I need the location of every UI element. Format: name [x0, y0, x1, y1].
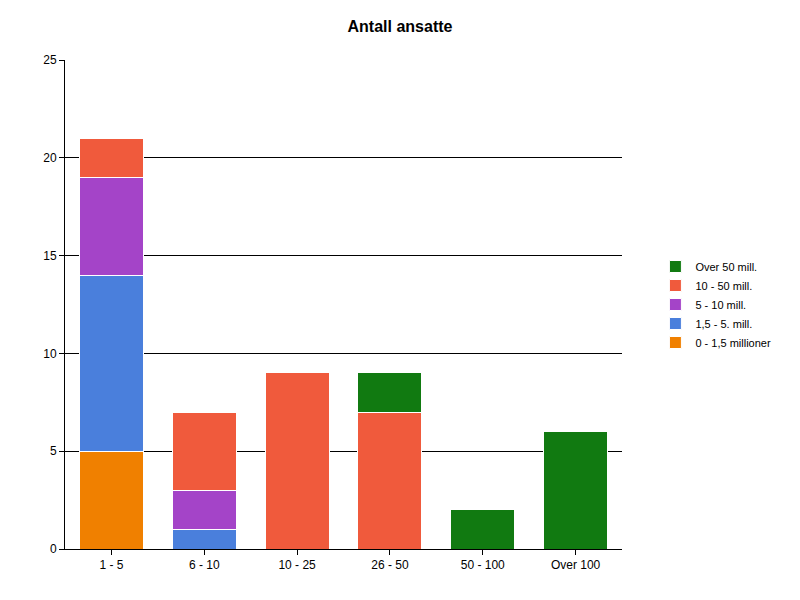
svg-text:6 - 10: 6 - 10 [189, 558, 220, 572]
svg-text:Antall ansatte: Antall ansatte [348, 18, 453, 35]
svg-text:1,5 - 5. mill.: 1,5 - 5. mill. [695, 318, 752, 330]
svg-text:0 - 1,5 millioner: 0 - 1,5 millioner [695, 337, 771, 349]
svg-text:26 - 50: 26 - 50 [371, 558, 409, 572]
svg-text:15: 15 [43, 249, 57, 263]
svg-text:10 - 50 mill.: 10 - 50 mill. [695, 280, 752, 292]
svg-text:5 - 10 mill.: 5 - 10 mill. [695, 299, 746, 311]
svg-text:10: 10 [43, 347, 57, 361]
svg-text:0: 0 [50, 542, 57, 556]
svg-text:25: 25 [43, 53, 57, 67]
svg-text:5: 5 [50, 444, 57, 458]
svg-text:50 - 100: 50 - 100 [461, 558, 505, 572]
svg-text:10 - 25: 10 - 25 [278, 558, 316, 572]
svg-text:20: 20 [43, 151, 57, 165]
svg-text:Over 50 mill.: Over 50 mill. [695, 261, 757, 273]
svg-text:1 - 5: 1 - 5 [99, 558, 123, 572]
svg-text:Over 100: Over 100 [551, 558, 601, 572]
